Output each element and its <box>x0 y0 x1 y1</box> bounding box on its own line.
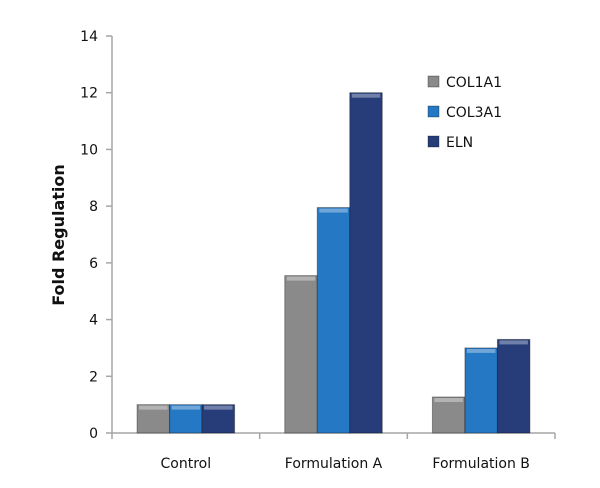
bar-col3a1 <box>464 347 498 434</box>
legend-swatch-col1a1 <box>427 75 440 88</box>
y-axis-label: Fold Regulation <box>49 164 68 306</box>
bar-col1a1 <box>284 275 318 434</box>
y-tick-label: 10 <box>80 142 98 158</box>
y-tick-label: 8 <box>89 199 98 215</box>
legend-swatch-eln <box>427 135 440 148</box>
y-tick-label: 4 <box>89 313 98 329</box>
y-tick-label: 14 <box>80 29 98 45</box>
x-category-label: Formulation A <box>285 456 383 472</box>
y-tick-label: 0 <box>89 426 98 442</box>
bar-col1a1 <box>431 396 466 434</box>
legend-swatch-col3a1 <box>427 105 440 118</box>
bar-col3a1 <box>316 207 351 434</box>
y-tick-label: 12 <box>80 86 98 102</box>
bar-bevel-highlight <box>319 208 348 213</box>
x-category-label: Formulation B <box>432 456 529 472</box>
y-tick-label: 2 <box>89 369 98 385</box>
bar-bevel-highlight <box>351 93 381 98</box>
x-category-label: Control <box>161 456 212 472</box>
bar-eln <box>349 92 383 434</box>
legend-label: ELN <box>446 135 473 151</box>
legend-label: COL3A1 <box>446 105 502 121</box>
bar-bevel-highlight <box>466 348 496 353</box>
bar-bevel-highlight <box>139 405 168 410</box>
bar-bevel-highlight <box>204 405 233 410</box>
bar-bevel-highlight <box>499 340 528 345</box>
bar-bevel-highlight <box>434 397 463 402</box>
y-tick-label: 6 <box>89 256 98 272</box>
bar-eln <box>201 404 236 434</box>
legend-label: COL1A1 <box>446 75 502 91</box>
bar-eln <box>496 338 531 434</box>
bar-bevel-highlight <box>171 405 201 410</box>
bar-bevel-highlight <box>286 276 316 281</box>
